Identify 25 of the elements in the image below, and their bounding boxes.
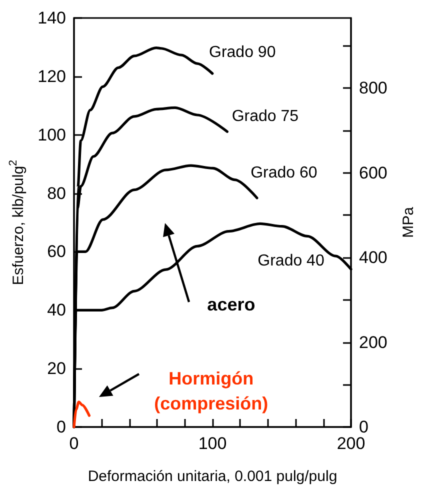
y-tick-label: 0 (56, 418, 66, 436)
y2-axis-title: MPa (400, 206, 417, 238)
y-tick-label: 120 (38, 66, 66, 86)
y-tick-label: 40 (47, 300, 66, 320)
y-tick-label: 140 (38, 8, 66, 28)
y-axis-title: Esfuerzo, klb/pulg2 (8, 160, 27, 286)
y2-tick-label: 600 (359, 163, 388, 182)
y2-tick-label: 200 (359, 332, 388, 352)
y-tick-label: 100 (38, 125, 66, 144)
x-tick-label: 200 (336, 434, 366, 453)
x-tick-label: 100 (198, 434, 227, 453)
x-tick-label: 0 (69, 434, 79, 453)
x-axis-title: Deformación unitaria, 0.001 pulg/pulg (88, 468, 338, 485)
series-label: Grado 90 (209, 44, 276, 62)
series-label: Grado 75 (232, 108, 299, 126)
y2-tick-label: 400 (359, 248, 388, 268)
annotation: Hormigón (compresión) (154, 368, 268, 414)
annotation: acero (207, 294, 256, 314)
y-tick-label: 80 (47, 184, 66, 203)
y2-tick-label: 800 (359, 78, 388, 98)
y-tick-label: 20 (47, 359, 66, 378)
series-label: Grado 40 (258, 252, 324, 270)
y-tick-label: 60 (47, 242, 66, 262)
y2-tick-label: 0 (359, 418, 368, 436)
series-label: Grado 60 (250, 164, 318, 182)
